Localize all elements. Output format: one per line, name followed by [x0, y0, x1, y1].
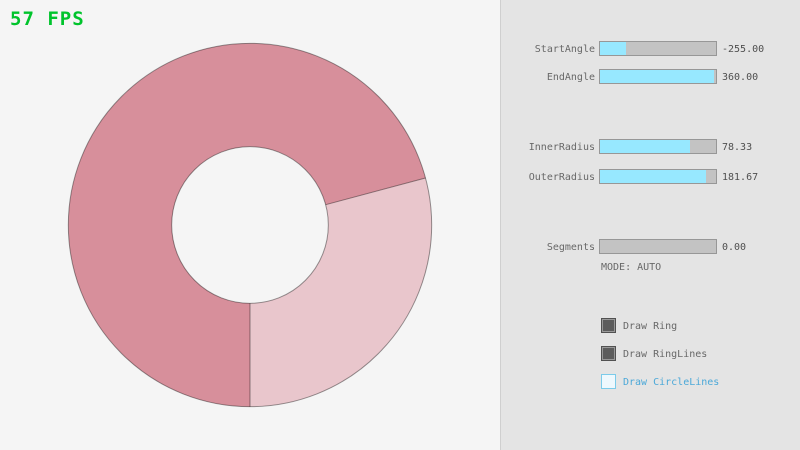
checkbox-label-draw-ringlines: Draw RingLines: [623, 349, 708, 360]
checkbox-draw-ringlines[interactable]: [601, 346, 616, 361]
checkbox-draw-circlelines[interactable]: [601, 374, 616, 389]
controls-panel: StartAngle -255.00 EndAngle 360.00 Inner…: [500, 0, 800, 450]
slider-row-outerradius: OuterRadius 181.67: [501, 169, 800, 184]
slider-outerradius[interactable]: [599, 169, 717, 184]
slider-value-innerradius: 78.33: [722, 142, 753, 153]
slider-label-startangle: StartAngle: [534, 44, 595, 55]
checkbox-label-draw-circlelines: Draw CircleLines: [623, 377, 720, 388]
ring-outer-line: [67, 42, 433, 408]
ring-chart: [67, 42, 433, 408]
slider-row-startangle: StartAngle -255.00: [501, 41, 800, 56]
slider-innerradius-fill: [600, 140, 691, 153]
slider-value-outerradius: 181.67: [722, 172, 759, 183]
slider-outerradius-fill: [600, 170, 706, 183]
slider-label-segments: Segments: [546, 242, 595, 253]
slider-label-outerradius: OuterRadius: [528, 172, 595, 183]
slider-endangle[interactable]: [599, 69, 717, 84]
checkbox-row-draw-ring[interactable]: Draw Ring: [601, 318, 800, 333]
mode-label: MODE: AUTO: [601, 262, 662, 273]
checkbox-row-draw-ringlines[interactable]: Draw RingLines: [601, 346, 800, 361]
checkbox-row-draw-circlelines[interactable]: Draw CircleLines: [601, 374, 800, 389]
slider-row-segments: Segments 0.00: [501, 239, 800, 254]
checkbox-draw-ring[interactable]: [601, 318, 616, 333]
slider-row-innerradius: InnerRadius 78.33: [501, 139, 800, 154]
ring-boundary-line-right: [325, 177, 426, 206]
ring-sector-dark: [68, 43, 426, 407]
slider-startangle[interactable]: [599, 41, 717, 56]
slider-value-startangle: -255.00: [722, 44, 765, 55]
slider-row-endangle: EndAngle 360.00: [501, 69, 800, 84]
slider-label-innerradius: InnerRadius: [528, 142, 595, 153]
slider-label-endangle: EndAngle: [546, 72, 595, 83]
slider-startangle-fill: [600, 42, 626, 55]
checkbox-label-draw-ring: Draw Ring: [623, 321, 678, 332]
slider-value-segments: 0.00: [722, 242, 747, 253]
ring-sector-light: [250, 178, 432, 407]
slider-innerradius[interactable]: [599, 139, 717, 154]
slider-value-endangle: 360.00: [722, 72, 759, 83]
slider-segments[interactable]: [599, 239, 717, 254]
render-canvas: 57 FPS: [10, 8, 433, 408]
fps-counter: 57 FPS: [10, 8, 85, 30]
ring-inner-line: [171, 146, 329, 304]
slider-endangle-fill: [600, 70, 714, 83]
